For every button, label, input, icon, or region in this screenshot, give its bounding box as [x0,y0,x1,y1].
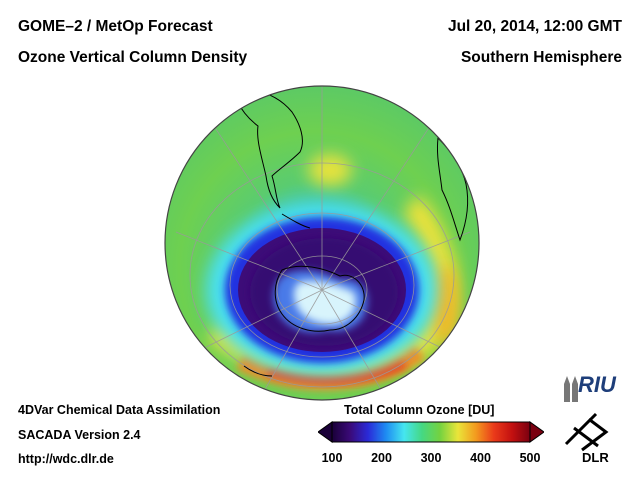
map-title: GOME–2 / MetOp Forecast [18,18,213,35]
version-label: SACADA Version 2.4 [18,428,141,442]
riu-logo-text: RIU [578,372,616,397]
colorbar-high-arrow [529,421,544,443]
south-america-outline [233,89,303,209]
colorbar-tick-label: 100 [321,451,343,465]
colorbar [318,421,544,443]
map-date: Jul 20, 2014, 12:00 GMT [447,18,622,35]
colorbar-tick-label: 400 [470,451,491,465]
colorbar-tick-label: 200 [371,451,392,465]
map-subtitle: Ozone Vertical Column Density [18,49,248,66]
method-label: 4DVar Chemical Data Assimilation [18,403,221,417]
colorbar-low-arrow [318,421,333,443]
colorbar-gradient [331,421,531,443]
dlr-logo-icon [564,412,609,452]
colorbar-tick-label: 300 [420,451,442,465]
riu-cathedral-icon [564,376,578,402]
map-region: Southern Hemisphere [460,49,622,66]
ozone-patch-east [431,265,459,345]
colorbar-tick-label: 500 [519,451,541,465]
dlr-logo-text: DLR [582,450,609,465]
graticule [175,86,471,399]
ozone-patch-north [308,154,352,186]
source-url[interactable]: http://wdc.dlr.de [18,452,114,466]
colorbar-title: Total Column Ozone [DU] [344,403,495,417]
antarctica-outline [274,265,365,332]
australia-outline [243,365,273,377]
